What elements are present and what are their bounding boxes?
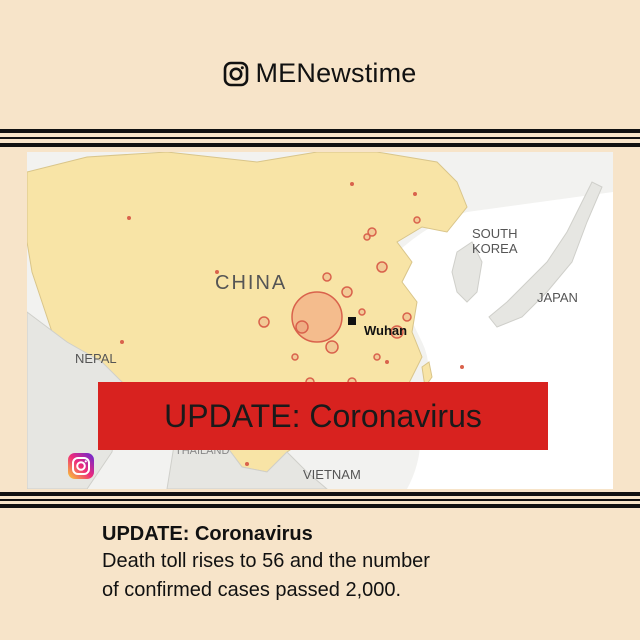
bottom-divider-bottom bbox=[0, 504, 640, 508]
wuhan-marker bbox=[348, 317, 356, 325]
top-divider bbox=[0, 129, 640, 133]
outbreak-circle bbox=[390, 325, 404, 339]
instagram-icon bbox=[224, 61, 249, 86]
outbreak-circle bbox=[291, 291, 343, 343]
china-label: CHINA bbox=[215, 272, 287, 294]
header: MENewstime bbox=[0, 58, 640, 89]
outbreak-circle bbox=[363, 233, 371, 241]
japan-label: JAPAN bbox=[537, 290, 578, 305]
banner-text: UPDATE: Coronavirus bbox=[164, 397, 482, 434]
outbreak-circle bbox=[322, 272, 332, 282]
outbreak-circle bbox=[341, 286, 353, 298]
caption: UPDATE: Coronavirus Death toll rises to … bbox=[102, 522, 602, 604]
caption-line-1: Death toll rises to 56 and the number bbox=[102, 550, 430, 572]
bottom-divider bbox=[0, 492, 640, 496]
outbreak-circle bbox=[402, 312, 412, 322]
outbreak-circle bbox=[358, 308, 366, 316]
outbreak-circle bbox=[413, 216, 421, 224]
outbreak-circle bbox=[295, 320, 309, 334]
instagram-logo-icon bbox=[68, 453, 94, 479]
outbreak-circle bbox=[291, 353, 299, 361]
account-handle[interactable]: MENewstime bbox=[255, 58, 417, 88]
vietnam-label: VIETNAM bbox=[303, 467, 361, 482]
outbreak-circle bbox=[367, 227, 377, 237]
caption-title: UPDATE: Coronavirus bbox=[102, 523, 313, 545]
outbreak-circle bbox=[376, 261, 388, 273]
nepal-label: NEPAL bbox=[75, 351, 117, 366]
top-divider-bottom bbox=[0, 143, 640, 147]
outbreak-circle bbox=[325, 340, 339, 354]
south-korea-label-2: KOREA bbox=[472, 241, 518, 256]
outbreak-circle bbox=[258, 316, 270, 328]
wuhan-label: Wuhan bbox=[364, 323, 407, 338]
top-divider-thin bbox=[0, 137, 640, 139]
update-banner: UPDATE: Coronavirus bbox=[98, 382, 548, 450]
bottom-divider-thin bbox=[0, 499, 640, 501]
south-korea-label-1: SOUTH bbox=[472, 226, 518, 241]
caption-line-2: of confirmed cases passed 2,000. bbox=[102, 579, 402, 601]
outbreak-circle bbox=[373, 353, 381, 361]
